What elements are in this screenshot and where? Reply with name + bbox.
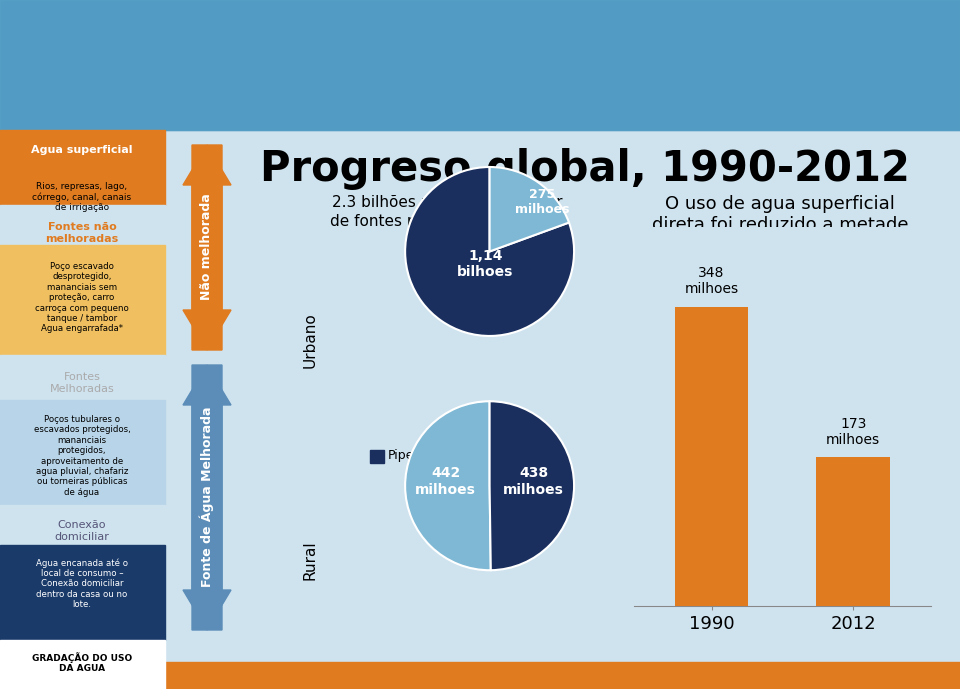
Text: Fontes não
melhoradas: Fontes não melhoradas: [45, 222, 119, 244]
Text: Agua encanada até o
local de consumo –
Conexão domiciliar
dentro da casa ou no
l: Agua encanada até o local de consumo – C…: [36, 558, 128, 609]
Bar: [675, 307, 749, 606]
Bar: [0, 0, 960, 130]
Polygon shape: [183, 365, 231, 630]
Bar: [0, 245, 165, 355]
Text: 275
milhoes: 275 milhoes: [515, 189, 569, 216]
Polygon shape: [183, 365, 231, 630]
Text: Rios, represas, lago,
córrego, canal, canais
de irrigação: Rios, represas, lago, córrego, canal, ca…: [33, 182, 132, 212]
Wedge shape: [490, 401, 574, 570]
Text: 1,14
bilhoes: 1,14 bilhoes: [457, 249, 514, 279]
Bar: [816, 457, 890, 606]
Text: Conexão
domiciliar: Conexão domiciliar: [55, 520, 109, 542]
Text: Fontes
Melhoradas: Fontes Melhoradas: [50, 372, 114, 393]
Text: Piped: Piped: [388, 449, 422, 462]
Wedge shape: [405, 401, 491, 570]
Text: O uso de agua superficial
direta foi reduzido a metade: O uso de agua superficial direta foi red…: [652, 195, 908, 234]
Bar: [0, 130, 165, 160]
Bar: [0, 505, 165, 545]
Text: Poços tubulares o
escavados protegidos,
mananciais
protegidos,
aproveitamento de: Poços tubulares o escavados protegidos, …: [34, 415, 131, 497]
Text: GRADAÇÃO DO USO
DA AGUA: GRADAÇÃO DO USO DA AGUA: [32, 652, 132, 673]
Text: 348
milhoes: 348 milhoes: [684, 266, 738, 296]
Bar: [450, 450, 464, 463]
Wedge shape: [490, 167, 569, 251]
Bar: [0, 662, 960, 689]
Bar: [0, 640, 165, 689]
Bar: [0, 205, 165, 245]
Text: Agua superficial: Agua superficial: [32, 145, 132, 155]
Bar: [0, 0, 960, 130]
Text: Other improved: Other improved: [468, 449, 566, 462]
Bar: [0, 355, 165, 400]
Text: Rural: Rural: [302, 540, 318, 580]
Text: Fonte de Água Melhorada: Fonte de Água Melhorada: [200, 407, 214, 587]
Text: 442
milhoes: 442 milhoes: [416, 466, 476, 497]
Bar: [0, 160, 165, 205]
Bar: [0, 545, 165, 640]
Text: Poço escavado
desprotegido,
mananciais sem
proteção, carro
carroça com pequeno
t: Poço escavado desprotegido, mananciais s…: [36, 262, 129, 333]
Bar: [370, 450, 384, 463]
Text: Não melhorada: Não melhorada: [201, 194, 213, 300]
Text: 2.3 bilhões passaram a dispor
de fontes melhoradas de água: 2.3 bilhões passaram a dispor de fontes …: [329, 195, 564, 229]
Text: Progreso global, 1990-2012: Progreso global, 1990-2012: [260, 148, 910, 190]
Text: 438
milhoes: 438 milhoes: [503, 466, 564, 497]
Wedge shape: [405, 167, 574, 336]
Text: 173
milhoes: 173 milhoes: [827, 417, 880, 447]
Text: Urbano: Urbano: [302, 312, 318, 368]
Polygon shape: [183, 145, 231, 350]
Polygon shape: [183, 145, 231, 350]
Bar: [0, 400, 165, 505]
